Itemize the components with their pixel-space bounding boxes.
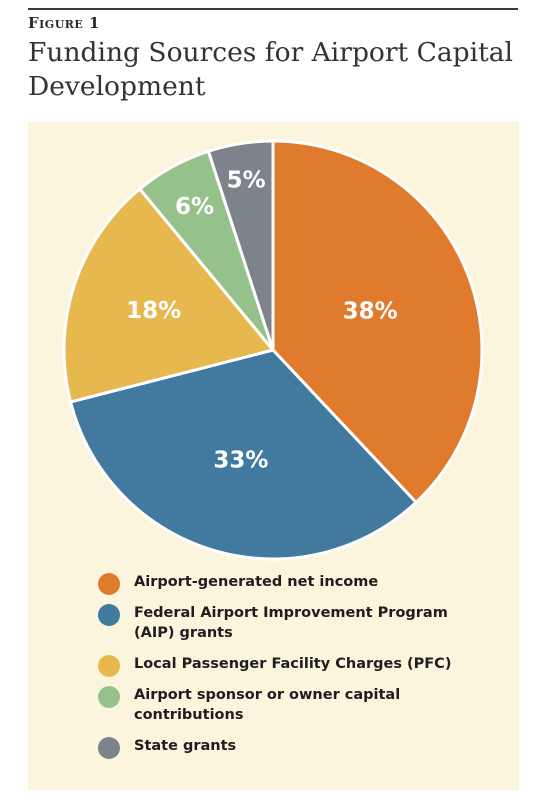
legend-swatch-aip-grants: [98, 604, 120, 626]
pie-slices: [62, 139, 484, 561]
legend-label-net-income: Airport-generated net income: [134, 574, 379, 590]
legend-swatch-net-income: [98, 573, 120, 595]
slice-label-pfc: 18%: [126, 298, 181, 324]
slice-label-sponsor: 6%: [175, 194, 214, 220]
slice-label-aip-grants: 33%: [213, 447, 268, 473]
slice-label-net-income: 38%: [343, 299, 398, 325]
chart-panel: 38% 33% 18% 6% 5% Airport-generated net inco…: [28, 122, 519, 790]
legend-label-pfc: Local Passenger Facility Charges (PFC): [134, 656, 452, 672]
legend-swatch-state-grants: [98, 737, 120, 759]
legend-label-state-grants: State grants: [134, 738, 237, 754]
pie-slice-aip-grants: [69, 348, 418, 561]
pie-chart: 38% 33% 18% 6% 5%: [62, 139, 484, 561]
top-rule: [28, 8, 518, 10]
legend-item-pfc: Local Passenger Facility Charges (PFC): [98, 654, 478, 677]
slice-label-state-grants: 5%: [227, 168, 266, 194]
figure-label: Figure 1: [28, 14, 100, 32]
legend-item-state-grants: State grants: [98, 736, 478, 759]
legend-item-sponsor: Airport sponsor or owner capital contrib…: [98, 685, 478, 725]
pie-labels: 38% 33% 18% 6% 5%: [126, 168, 398, 474]
legend: Airport-generated net income Federal Air…: [98, 572, 478, 767]
legend-item-net-income: Airport-generated net income: [98, 572, 478, 595]
pie-slice-state-grants: [206, 139, 275, 352]
legend-label-aip-grants: Federal Airport Improvement Program (AIP…: [134, 605, 448, 641]
chart-title: Funding Sources for Airport Capital Deve…: [28, 37, 514, 102]
legend-label-sponsor: Airport sponsor or owner capital contrib…: [134, 687, 401, 723]
pie-slice-net-income: [271, 139, 484, 504]
legend-item-aip-grants: Federal Airport Improvement Program (AIP…: [98, 603, 478, 643]
legend-swatch-sponsor: [98, 686, 120, 708]
pie-slice-pfc: [62, 187, 275, 404]
legend-swatch-pfc: [98, 655, 120, 677]
